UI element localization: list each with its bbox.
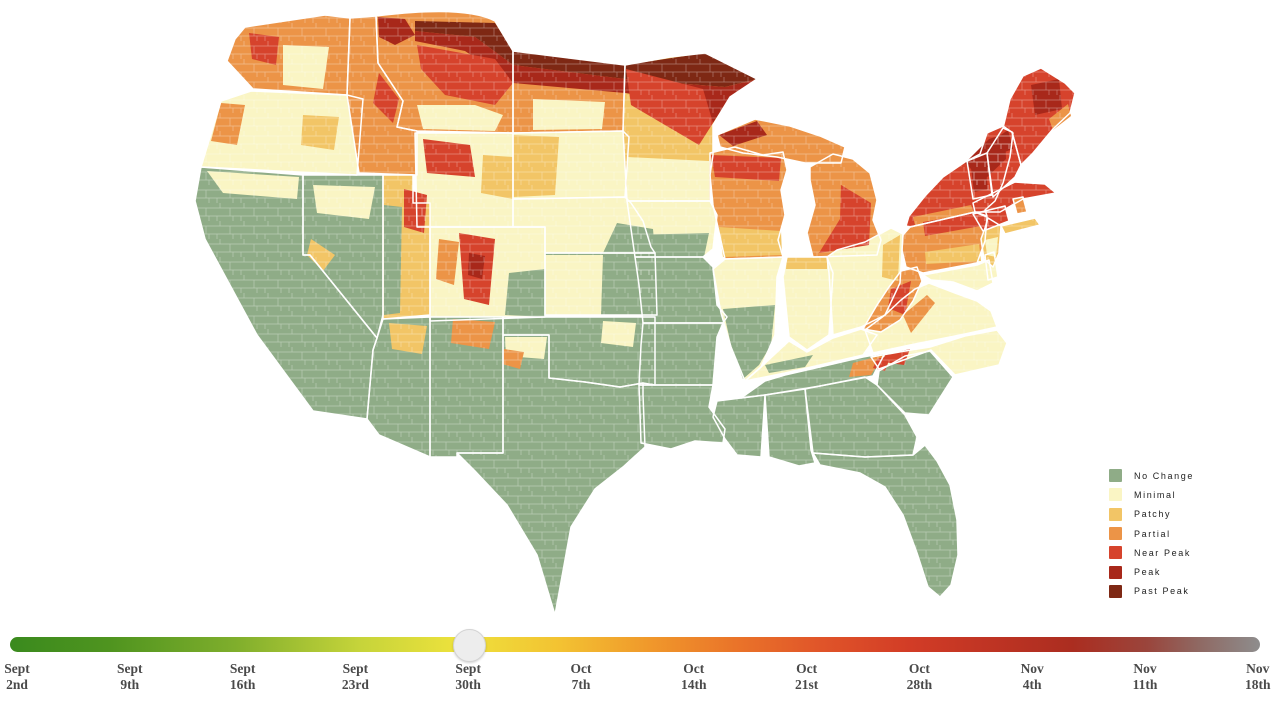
state-florida[interactable] [813,445,958,597]
legend-swatch-past_peak [1109,584,1122,598]
legend-item-partial: Partial [1109,524,1194,543]
legend-label: Near Peak [1134,547,1191,558]
state-colorado[interactable] [430,227,545,321]
legend-item-minimal: Minimal [1109,485,1194,504]
legend-swatch-minimal [1109,488,1122,502]
foliage-map [165,5,1085,630]
legend-swatch-partial [1109,527,1122,541]
state-washington[interactable] [227,15,350,95]
legend-item-peak: Peak [1109,562,1194,581]
state-new-mexico[interactable] [430,317,503,457]
timeline-slider-track[interactable] [10,629,1260,662]
timeline-slider-handle[interactable] [453,629,486,662]
legend-swatch-no_change [1109,469,1122,483]
legend: No Change Minimal Patchy Partial Near Peak Pe… [1109,466,1194,601]
state-oregon[interactable] [201,91,363,175]
timeline-label-oct-14th: Oct 14th [681,661,707,692]
timeline-label-nov-18th: Nov 18th [1245,661,1271,692]
legend-swatch-peak [1109,565,1122,579]
timeline-label-nov-11th: Nov 11th [1132,661,1158,692]
state-north-dakota[interactable] [513,51,625,133]
timeline-label-sept-9th: Sept 9th [117,661,143,692]
state-indiana[interactable] [783,257,833,350]
timeline-label-nov-4th: Nov 4th [1020,661,1044,692]
timeline-label-sept-16th: Sept 16th [229,661,256,692]
timeline: Sept 2nd Sept 9th Sept 16th Sept 23rd Sept 30th Oc… [0,628,1280,716]
timeline-label-oct-7th: Oct 7th [570,661,592,692]
timeline-label-sept-30th: Sept 30th [455,661,481,692]
timeline-label-sept-2nd: Sept 2nd [4,661,30,692]
timeline-label-oct-28th: Oct 28th [906,661,933,692]
state-louisiana[interactable] [639,385,725,449]
state-mississippi[interactable] [713,395,765,457]
legend-item-near_peak: Near Peak [1109,543,1194,562]
timeline-label-sept-23rd: Sept 23rd [341,661,369,692]
legend-label: Partial [1134,528,1171,539]
state-south-dakota[interactable] [513,131,629,199]
legend-label: Patchy [1134,509,1172,520]
state-rhode-island[interactable] [1013,197,1027,214]
legend-label: Peak [1134,567,1161,578]
legend-label: No Change [1134,470,1194,481]
legend-swatch-near_peak [1109,546,1122,560]
state-missouri[interactable] [635,257,727,323]
state-arkansas[interactable] [639,323,723,385]
legend-swatch-patchy [1109,507,1122,521]
legend-item-no_change: No Change [1109,466,1194,485]
state-wisconsin[interactable] [710,147,787,259]
timeline-label-oct-21st: Oct 21st [794,661,819,692]
legend-item-patchy: Patchy [1109,505,1194,524]
legend-label: Past Peak [1134,586,1190,597]
legend-label: Minimal [1134,489,1177,500]
legend-item-past_peak: Past Peak [1109,582,1194,601]
